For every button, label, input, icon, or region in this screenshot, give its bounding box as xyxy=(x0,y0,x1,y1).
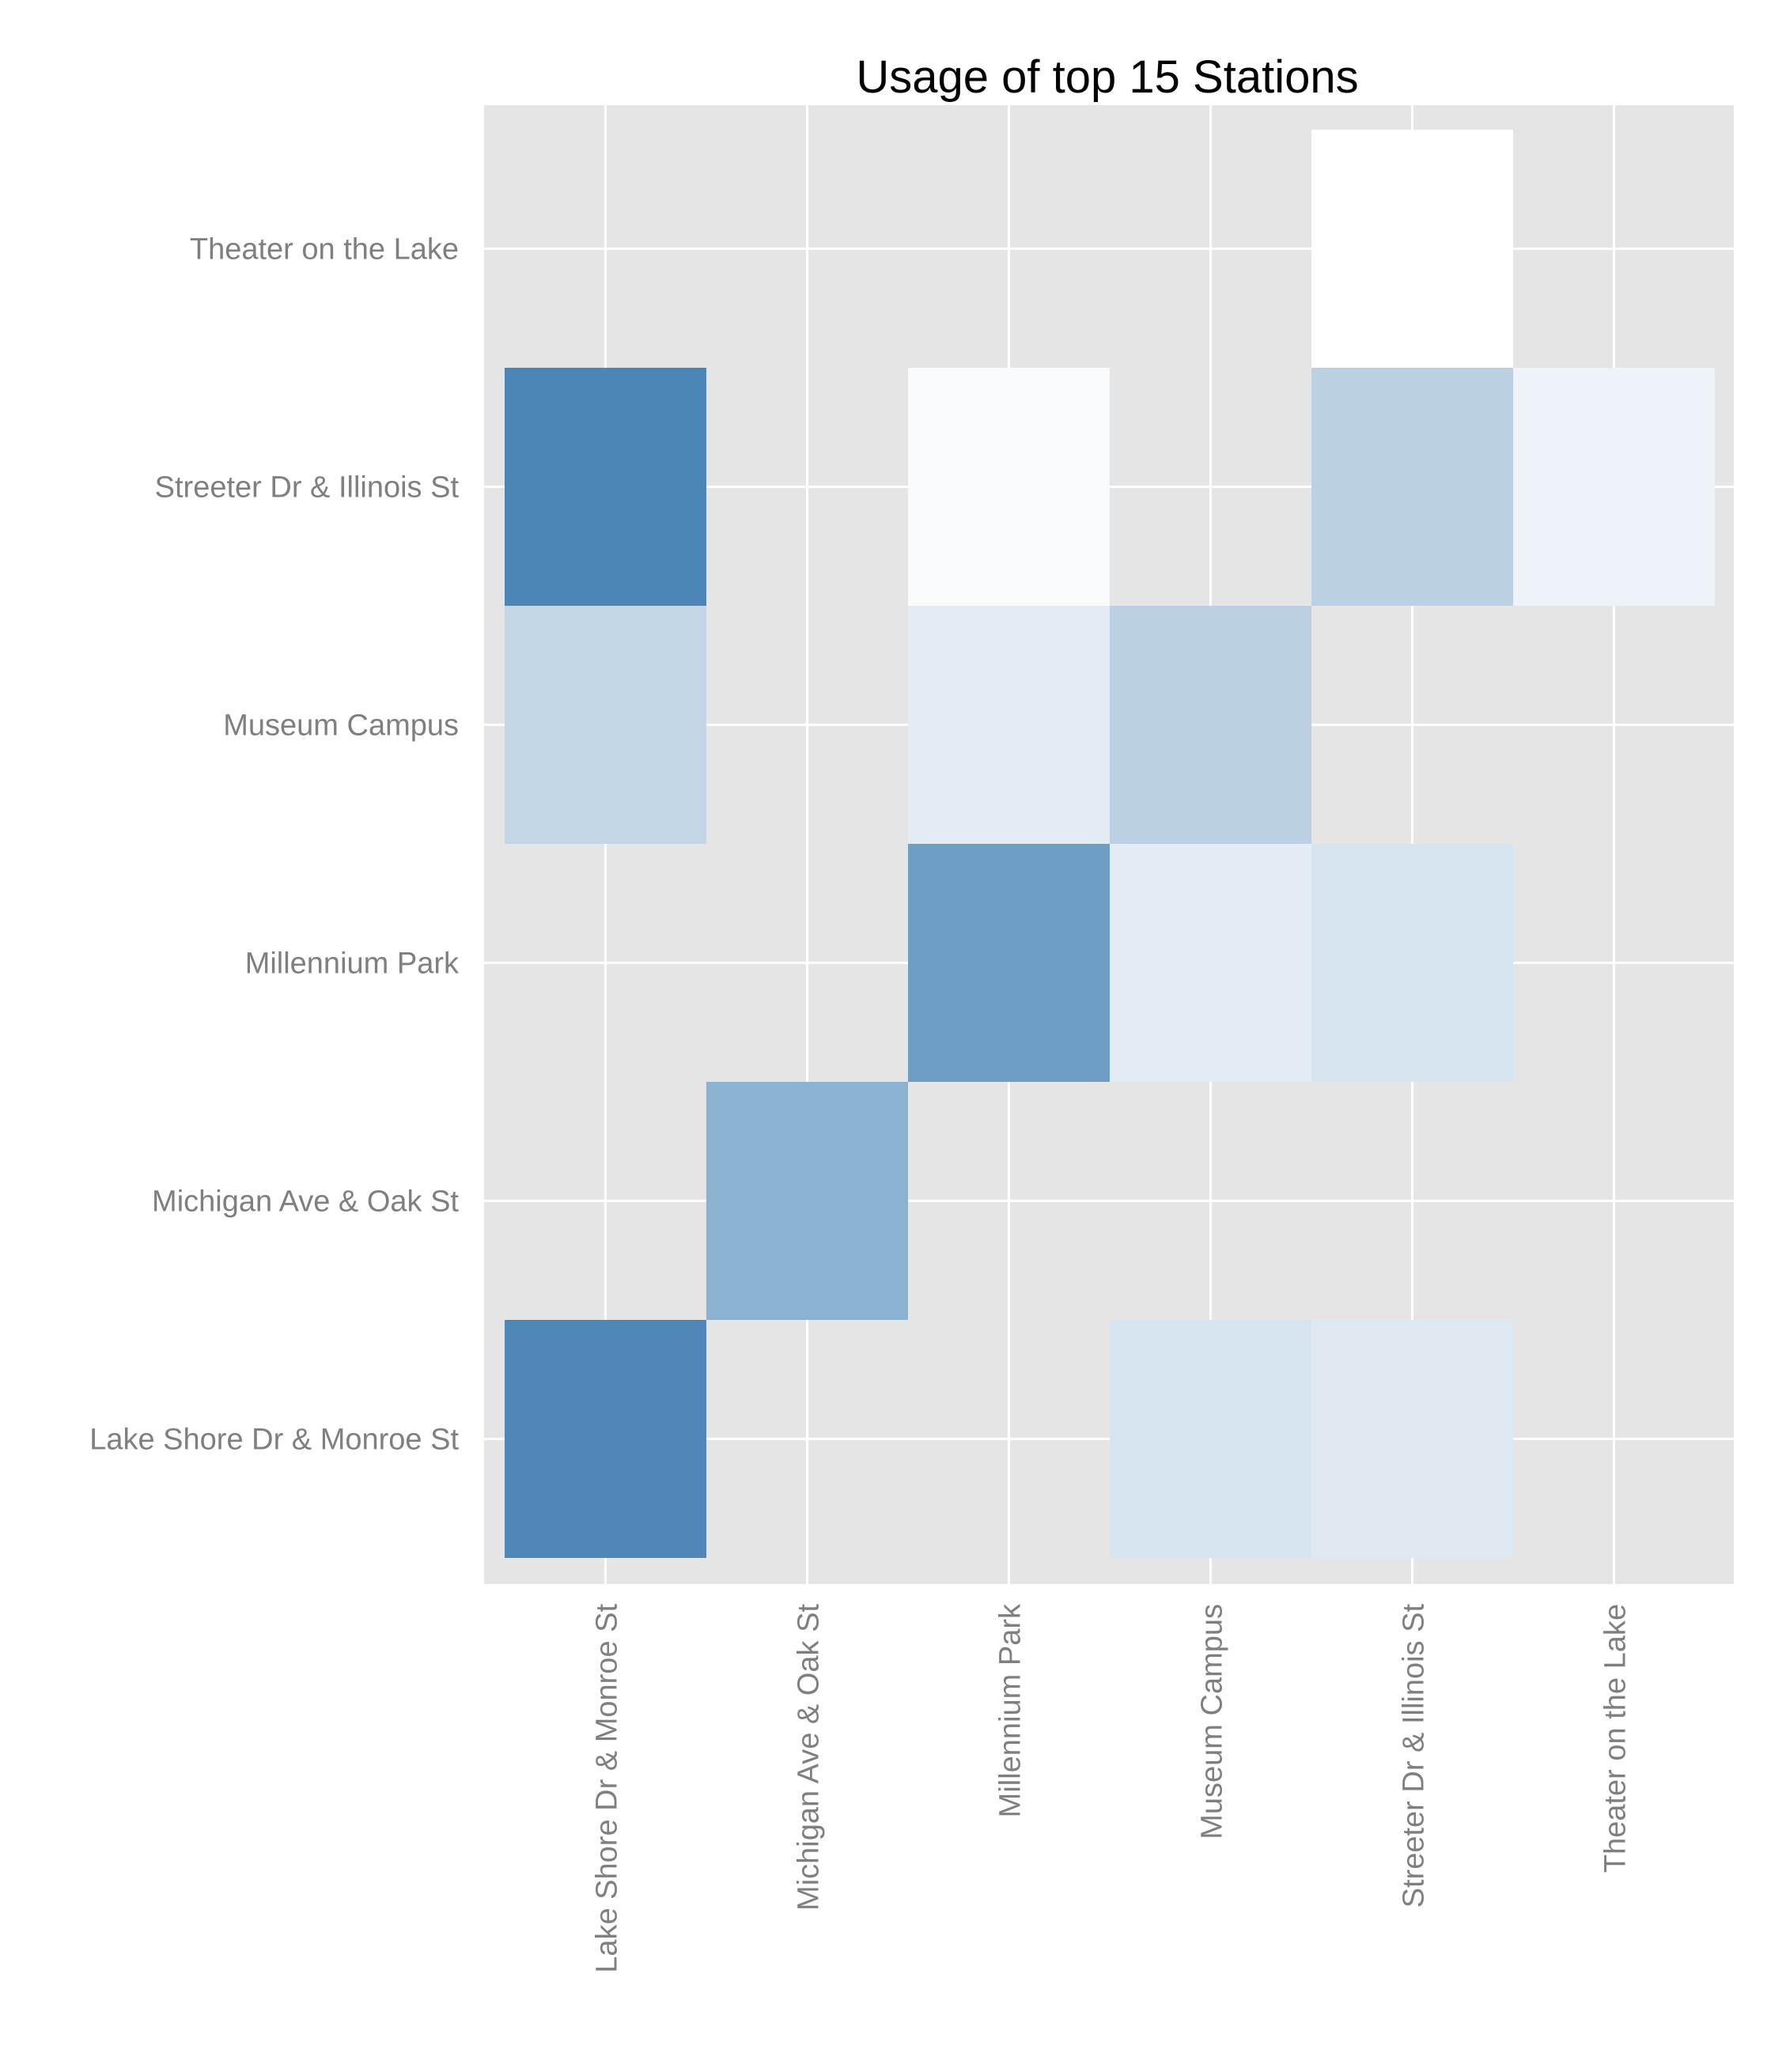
heatmap-cell xyxy=(505,368,706,606)
heatmap-cell xyxy=(908,844,1110,1082)
heatmap-cell xyxy=(1311,130,1513,368)
heatmap-cell xyxy=(1110,606,1311,844)
y-tick-label: Millennium Park xyxy=(245,947,460,981)
heatmap-cell xyxy=(1110,844,1311,1082)
y-tick-label: Theater on the Lake xyxy=(190,233,459,267)
x-tick-label: Streeter Dr & Illinois St xyxy=(1398,1604,1431,1908)
x-tick-label: Museum Campus xyxy=(1196,1604,1229,1839)
heatmap-cells xyxy=(505,130,1715,1558)
y-tick-label: Streeter Dr & Illinois St xyxy=(155,471,460,505)
x-tick-label: Lake Shore Dr & Monroe St xyxy=(591,1604,624,1973)
x-axis-tick-labels: Lake Shore Dr & Monroe St Michigan Ave & … xyxy=(591,1603,1633,1973)
x-tick-label: Millennium Park xyxy=(994,1603,1027,1817)
heatmap-cell xyxy=(505,1320,706,1558)
y-tick-label: Lake Shore Dr & Monroe St xyxy=(89,1424,459,1457)
heatmap-cell xyxy=(908,368,1110,606)
y-tick-label: Michigan Ave & Oak St xyxy=(152,1185,459,1219)
heatmap-cell xyxy=(505,606,706,844)
heatmap-cell xyxy=(908,606,1110,844)
heatmap-cell xyxy=(1311,368,1513,606)
chart-title: Usage of top 15 Stations xyxy=(856,51,1358,103)
heatmap-cell xyxy=(1311,844,1513,1082)
heatmap-cell xyxy=(706,1082,908,1320)
y-tick-label: Museum Campus xyxy=(223,709,459,743)
x-tick-label: Theater on the Lake xyxy=(1599,1604,1633,1873)
heatmap-cell xyxy=(1110,1320,1311,1558)
heatmap-cell xyxy=(1311,1320,1513,1558)
y-axis-tick-labels: Lake Shore Dr & Monroe St Michigan Ave & … xyxy=(89,233,460,1457)
x-tick-label: Michigan Ave & Oak St xyxy=(793,1604,826,1911)
heatmap-cell xyxy=(1513,368,1715,606)
